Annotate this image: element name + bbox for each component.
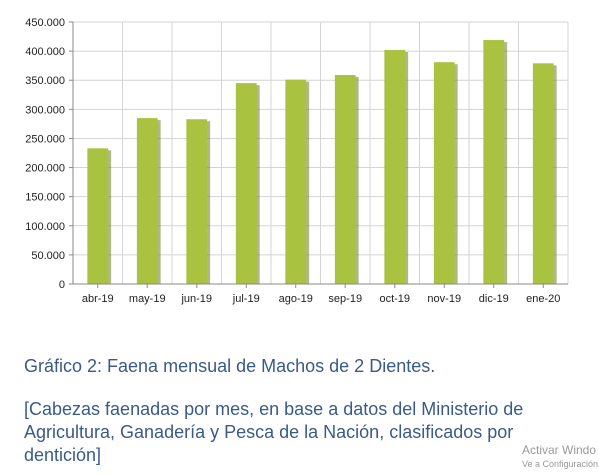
bar (87, 148, 109, 284)
y-tick-label: 400.000 (25, 46, 65, 58)
y-tick-label: 450.000 (25, 17, 65, 29)
y-tick-label: 250.000 (25, 133, 65, 145)
x-tick-label: may-19 (129, 293, 166, 305)
y-tick-label: 300.000 (25, 104, 65, 116)
activation-watermark-line2: Ve a Configuración (522, 459, 599, 469)
bar (285, 79, 307, 284)
y-tick-label: 200.000 (25, 163, 65, 175)
y-tick-label: 0 (59, 279, 65, 291)
y-tick-label: 150.000 (25, 192, 65, 204)
x-tick-labels: abr-19 may-19 jun-19 jul-19 ago-19 sep-19 oct-… (82, 293, 561, 305)
x-tick-label: oct-19 (379, 293, 410, 305)
bar (235, 83, 257, 284)
bar (384, 49, 406, 284)
x-tick-label: dic-19 (479, 293, 509, 305)
bars (87, 40, 557, 285)
x-tick-label: ago-19 (279, 293, 313, 305)
y-tick-label: 100.000 (25, 221, 65, 233)
bar-chart: 0 50.000 100.000 150.000 200.000 250.000 300.0… (25, 17, 569, 305)
activation-watermark-line1: Activar Windo (522, 443, 597, 457)
bar (186, 119, 208, 284)
x-tick-label: sep-19 (328, 293, 362, 305)
y-tick-label: 350.000 (25, 75, 65, 87)
x-tick-label: jul-19 (232, 293, 260, 305)
x-tick-label: jun-19 (180, 293, 212, 305)
bar (334, 74, 356, 284)
chart-caption-title: Gráfico 2: Faena mensual de Machos de 2 … (24, 356, 436, 376)
x-tick-label: ene-20 (526, 293, 560, 305)
bar (532, 63, 554, 285)
x-tick-label: nov-19 (427, 293, 461, 305)
bar (136, 118, 158, 284)
bar (483, 40, 505, 284)
axes (69, 21, 568, 288)
y-tick-labels: 0 50.000 100.000 150.000 200.000 250.000 300.0… (25, 17, 65, 291)
grid-lines (73, 21, 569, 284)
bar (433, 62, 455, 284)
x-tick-label: abr-19 (82, 293, 114, 305)
chart-caption-subtitle: [Cabezas faenadas por mes, en base a dat… (24, 399, 524, 465)
y-tick-label: 50.000 (31, 250, 65, 262)
